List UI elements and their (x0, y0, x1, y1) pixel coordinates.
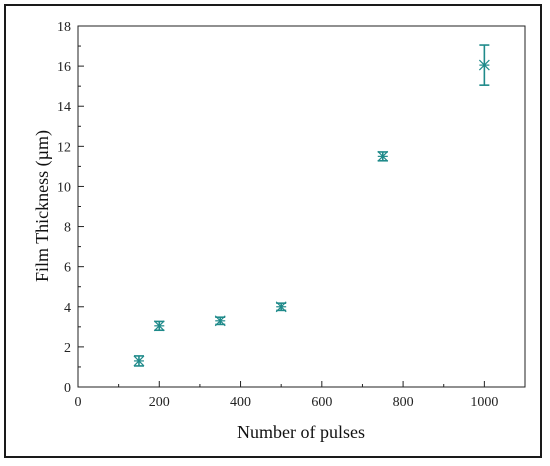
data-point (153, 320, 165, 332)
figure-frame (4, 4, 542, 458)
plot-area (77, 25, 526, 388)
x-axis: 0 200 400 600 800 1000 (75, 381, 498, 410)
y-axis: 0 2 4 6 8 10 12 14 16 18 (57, 20, 84, 396)
data-series (133, 44, 490, 367)
x-axis-label: Number of pulses (237, 422, 365, 442)
y-tick-label: 0 (64, 381, 71, 396)
x-tick-label: 400 (230, 395, 251, 410)
x-tick-label: 1000 (470, 395, 498, 410)
x-tick-label: 800 (393, 395, 414, 410)
x-tick-label: 200 (149, 395, 170, 410)
y-tick-label: 12 (57, 140, 71, 155)
data-point (377, 150, 389, 162)
y-tick-label: 8 (64, 221, 71, 236)
y-tick-label: 10 (57, 180, 71, 195)
y-axis-label: Film Thickness (µm) (32, 130, 53, 282)
y-tick-label: 4 (64, 301, 71, 316)
data-point (133, 355, 145, 367)
data-point (214, 315, 226, 327)
y-tick-label: 14 (57, 100, 71, 115)
y-tick-label: 16 (57, 60, 71, 75)
y-tick-label: 6 (64, 261, 71, 276)
data-point (275, 301, 287, 313)
y-tick-label: 18 (57, 20, 71, 35)
x-tick-label: 0 (75, 395, 82, 410)
x-tick-label: 600 (311, 395, 332, 410)
y-tick-label: 2 (64, 341, 71, 356)
data-point (478, 44, 490, 86)
